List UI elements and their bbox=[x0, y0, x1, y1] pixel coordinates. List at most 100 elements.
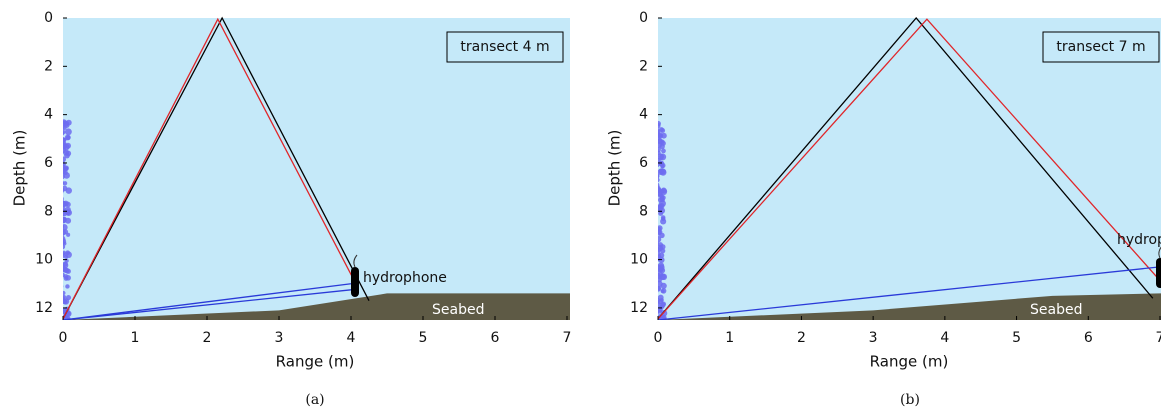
bubble bbox=[653, 240, 657, 244]
bubble bbox=[57, 136, 62, 141]
bubble bbox=[658, 242, 663, 247]
bubble bbox=[652, 178, 658, 184]
bubble bbox=[653, 240, 658, 245]
bubble bbox=[658, 267, 664, 273]
bubble bbox=[658, 207, 665, 214]
bubble bbox=[653, 136, 657, 140]
bubble bbox=[57, 216, 62, 221]
bubble bbox=[659, 233, 665, 239]
bubble bbox=[656, 286, 661, 291]
bubble bbox=[652, 158, 658, 164]
seabed-label: Seabed bbox=[432, 302, 484, 318]
bubble bbox=[653, 309, 657, 313]
bubble bbox=[654, 310, 659, 315]
x-tick-label: 3 bbox=[869, 330, 878, 346]
y-tick-label: 2 bbox=[639, 58, 648, 74]
bubble bbox=[56, 179, 62, 185]
bubble bbox=[60, 263, 64, 267]
bubble bbox=[660, 169, 667, 176]
bubble bbox=[652, 285, 658, 291]
bubble bbox=[57, 243, 62, 248]
plot-background bbox=[63, 18, 570, 320]
bubble bbox=[653, 123, 658, 128]
bubble bbox=[653, 182, 660, 189]
bubble bbox=[66, 120, 72, 126]
bubble bbox=[58, 284, 63, 289]
y-axis-label: Depth (m) bbox=[606, 130, 624, 207]
bubble bbox=[653, 314, 658, 319]
note-text: transect 4 m bbox=[460, 39, 549, 55]
bubble bbox=[657, 138, 662, 143]
bubble bbox=[56, 152, 63, 159]
bubble bbox=[652, 160, 657, 165]
bubble bbox=[652, 225, 656, 229]
bubble bbox=[652, 303, 658, 309]
bubble bbox=[64, 274, 69, 279]
bubble bbox=[659, 144, 665, 150]
bubble bbox=[651, 229, 657, 235]
bubble bbox=[654, 185, 660, 191]
x-tick-label: 1 bbox=[725, 330, 734, 346]
bubble bbox=[66, 187, 72, 193]
bubble bbox=[58, 254, 63, 259]
bubble bbox=[58, 148, 63, 153]
x-tick-label: 7 bbox=[563, 330, 572, 346]
bubble bbox=[60, 129, 65, 134]
bubble bbox=[652, 289, 658, 295]
x-tick-label: 2 bbox=[797, 330, 806, 346]
y-tick-label: 6 bbox=[44, 155, 53, 171]
bubble bbox=[651, 144, 657, 150]
bubble bbox=[652, 168, 658, 174]
bubble bbox=[654, 234, 658, 238]
bubble bbox=[655, 177, 660, 182]
bubble bbox=[660, 128, 665, 133]
bubble bbox=[652, 257, 658, 263]
bubble bbox=[56, 135, 62, 141]
x-tick-label: 7 bbox=[1156, 330, 1161, 346]
x-tick-label: 5 bbox=[419, 330, 428, 346]
x-tick-label: 0 bbox=[654, 330, 663, 346]
bubble bbox=[651, 191, 657, 197]
bubble bbox=[58, 211, 63, 216]
bubble bbox=[659, 305, 664, 310]
bubble bbox=[59, 147, 66, 154]
bubble bbox=[654, 246, 659, 251]
bubble bbox=[59, 137, 63, 141]
bubble bbox=[652, 151, 658, 157]
bubble bbox=[652, 195, 658, 201]
bubble bbox=[653, 126, 659, 132]
bubble bbox=[655, 123, 661, 129]
bubble bbox=[57, 263, 62, 268]
bubble bbox=[59, 130, 64, 135]
bubble bbox=[64, 153, 70, 159]
bubble bbox=[59, 284, 63, 288]
y-tick-label: 8 bbox=[44, 203, 53, 219]
bubble bbox=[59, 252, 65, 258]
bubble bbox=[56, 175, 61, 180]
y-tick-label: 10 bbox=[630, 252, 648, 268]
bubble bbox=[652, 159, 657, 164]
bubble bbox=[66, 135, 71, 140]
bubble bbox=[59, 147, 63, 151]
x-tick-label: 4 bbox=[347, 330, 356, 346]
x-axis-label: Range (m) bbox=[276, 353, 355, 371]
bubble bbox=[60, 244, 65, 249]
bubble bbox=[652, 180, 658, 186]
bubble bbox=[652, 193, 657, 198]
bubble bbox=[66, 269, 71, 274]
x-tick-label: 6 bbox=[1084, 330, 1093, 346]
y-tick-label: 2 bbox=[44, 58, 53, 74]
panel: Seabedhydrophonetransect 7 m024681012012… bbox=[606, 10, 1161, 408]
bubble bbox=[657, 225, 663, 231]
bubble bbox=[653, 154, 658, 159]
y-tick-label: 0 bbox=[639, 10, 648, 26]
x-tick-label: 0 bbox=[59, 330, 68, 346]
x-tick-label: 3 bbox=[275, 330, 284, 346]
bubble bbox=[60, 142, 64, 146]
bubble bbox=[58, 209, 62, 213]
hydrophone-icon bbox=[1156, 258, 1161, 288]
y-tick-label: 4 bbox=[44, 107, 53, 123]
figure: Seabedhydrophonetransect 4 m024681012012… bbox=[0, 0, 1161, 412]
bubble bbox=[63, 181, 67, 185]
bubble bbox=[56, 190, 63, 197]
